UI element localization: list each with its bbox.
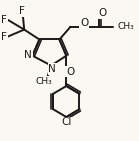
Text: N: N	[24, 50, 32, 60]
Text: O: O	[66, 67, 74, 77]
Text: CH₃: CH₃	[36, 77, 53, 86]
Text: F: F	[1, 32, 7, 42]
Text: N: N	[48, 64, 56, 74]
Text: CH₃: CH₃	[118, 22, 135, 31]
Text: F: F	[19, 6, 25, 16]
Text: Cl: Cl	[61, 117, 72, 127]
Text: F: F	[1, 15, 7, 25]
Text: O: O	[80, 18, 88, 28]
Text: O: O	[98, 8, 106, 18]
